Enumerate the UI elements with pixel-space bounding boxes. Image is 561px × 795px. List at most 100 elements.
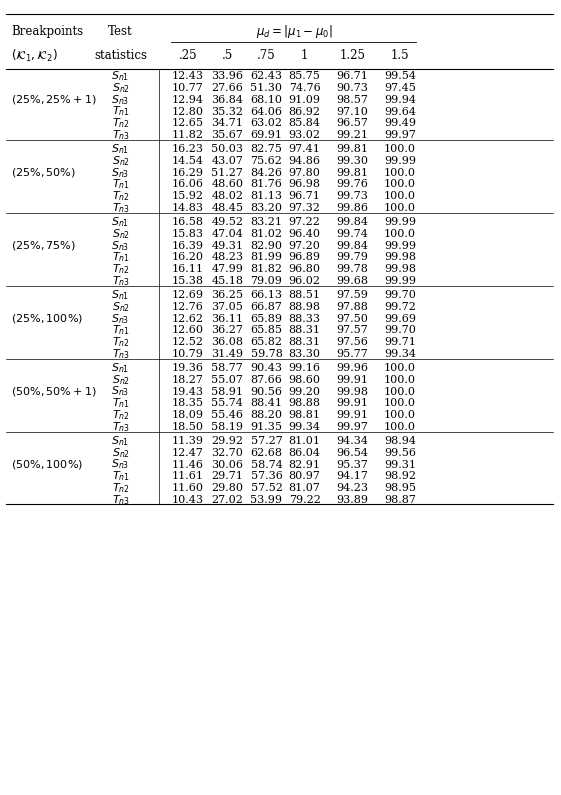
Text: 18.35: 18.35 (172, 398, 204, 409)
Text: $S_{n2}$: $S_{n2}$ (112, 227, 130, 241)
Text: $T_{n2}$: $T_{n2}$ (112, 262, 130, 276)
Text: 97.88: 97.88 (337, 302, 368, 312)
Text: $S_{n3}$: $S_{n3}$ (112, 238, 130, 253)
Text: $(\mathcal{K}_1, \mathcal{K}_2)$: $(\mathcal{K}_1, \mathcal{K}_2)$ (11, 48, 58, 64)
Text: 96.80: 96.80 (288, 264, 321, 274)
Text: 97.20: 97.20 (289, 241, 320, 250)
Text: 81.01: 81.01 (288, 436, 321, 446)
Text: $(25\%, 75\%)$: $(25\%, 75\%)$ (11, 239, 76, 252)
Text: 74.76: 74.76 (289, 83, 320, 93)
Text: 58.91: 58.91 (211, 386, 243, 397)
Text: 12.60: 12.60 (172, 325, 204, 335)
Text: $T_{n3}$: $T_{n3}$ (112, 493, 130, 506)
Text: 81.02: 81.02 (250, 229, 283, 238)
Text: 99.96: 99.96 (336, 363, 369, 373)
Text: 99.91: 99.91 (336, 398, 369, 409)
Text: $S_{n1}$: $S_{n1}$ (112, 142, 130, 156)
Text: 12.80: 12.80 (172, 107, 204, 117)
Text: 94.34: 94.34 (336, 436, 369, 446)
Text: 83.21: 83.21 (250, 217, 283, 227)
Text: 99.91: 99.91 (336, 374, 369, 385)
Text: 99.81: 99.81 (336, 144, 369, 154)
Text: 88.31: 88.31 (288, 337, 321, 347)
Text: 79.22: 79.22 (289, 494, 320, 505)
Text: $S_{n1}$: $S_{n1}$ (112, 434, 130, 448)
Text: 10.77: 10.77 (172, 83, 204, 93)
Text: 36.25: 36.25 (211, 290, 243, 300)
Text: 15.83: 15.83 (172, 229, 204, 238)
Text: 88.33: 88.33 (288, 313, 321, 324)
Text: statistics: statistics (94, 49, 147, 62)
Text: 94.23: 94.23 (336, 483, 369, 493)
Text: 97.80: 97.80 (289, 168, 320, 178)
Text: 99.30: 99.30 (336, 156, 369, 166)
Text: 99.49: 99.49 (384, 118, 416, 128)
Text: $S_{n1}$: $S_{n1}$ (112, 288, 130, 302)
Text: 99.64: 99.64 (384, 107, 416, 117)
Text: 75.62: 75.62 (251, 156, 282, 166)
Text: 99.79: 99.79 (337, 253, 368, 262)
Text: 93.02: 93.02 (288, 130, 321, 140)
Text: 50.03: 50.03 (211, 144, 243, 154)
Text: 31.49: 31.49 (211, 349, 243, 359)
Text: 65.85: 65.85 (250, 325, 283, 335)
Text: 100.0: 100.0 (384, 203, 416, 213)
Text: 98.94: 98.94 (384, 436, 416, 446)
Text: 84.26: 84.26 (250, 168, 283, 178)
Text: 16.11: 16.11 (172, 264, 204, 274)
Text: 27.66: 27.66 (211, 83, 243, 93)
Text: 96.71: 96.71 (289, 192, 320, 201)
Text: 99.98: 99.98 (336, 386, 369, 397)
Text: 12.76: 12.76 (172, 302, 204, 312)
Text: 82.91: 82.91 (288, 460, 321, 470)
Text: 18.09: 18.09 (172, 410, 204, 420)
Text: 97.32: 97.32 (289, 203, 320, 213)
Text: $T_{n1}$: $T_{n1}$ (112, 250, 130, 264)
Text: $S_{n2}$: $S_{n2}$ (112, 154, 130, 168)
Text: 100.0: 100.0 (384, 229, 416, 238)
Text: $S_{n3}$: $S_{n3}$ (112, 458, 130, 471)
Text: 99.34: 99.34 (288, 422, 321, 432)
Text: $\mu_d = |\mu_1 - \mu_0|$: $\mu_d = |\mu_1 - \mu_0|$ (256, 23, 332, 41)
Text: 99.97: 99.97 (337, 422, 368, 432)
Text: 65.89: 65.89 (250, 313, 283, 324)
Text: 98.57: 98.57 (337, 95, 368, 105)
Text: 98.88: 98.88 (288, 398, 321, 409)
Text: 98.95: 98.95 (384, 483, 416, 493)
Text: 99.91: 99.91 (336, 410, 369, 420)
Text: 97.22: 97.22 (289, 217, 320, 227)
Text: $T_{n1}$: $T_{n1}$ (112, 397, 130, 410)
Text: 97.41: 97.41 (289, 144, 320, 154)
Text: 19.43: 19.43 (172, 386, 204, 397)
Text: 99.70: 99.70 (384, 290, 416, 300)
Text: 16.20: 16.20 (172, 253, 204, 262)
Text: 99.71: 99.71 (384, 337, 416, 347)
Text: 90.73: 90.73 (337, 83, 368, 93)
Text: 99.84: 99.84 (336, 241, 369, 250)
Text: 58.74: 58.74 (251, 460, 282, 470)
Text: $S_{n3}$: $S_{n3}$ (112, 166, 130, 180)
Text: 18.27: 18.27 (172, 374, 204, 385)
Text: $T_{n1}$: $T_{n1}$ (112, 469, 130, 483)
Text: 37.05: 37.05 (211, 302, 243, 312)
Text: 16.58: 16.58 (172, 217, 204, 227)
Text: 97.56: 97.56 (337, 337, 368, 347)
Text: 79.09: 79.09 (251, 276, 282, 286)
Text: 35.67: 35.67 (211, 130, 243, 140)
Text: 81.07: 81.07 (289, 483, 320, 493)
Text: 95.37: 95.37 (337, 460, 368, 470)
Text: 66.13: 66.13 (250, 290, 283, 300)
Text: $(25\%, 50\%)$: $(25\%, 50\%)$ (11, 166, 76, 179)
Text: .5: .5 (222, 49, 233, 62)
Text: 29.92: 29.92 (211, 436, 243, 446)
Text: 85.84: 85.84 (288, 118, 321, 128)
Text: 94.17: 94.17 (337, 471, 368, 481)
Text: 98.87: 98.87 (384, 494, 416, 505)
Text: 11.61: 11.61 (172, 471, 204, 481)
Text: 58.77: 58.77 (211, 363, 243, 373)
Text: $S_{n3}$: $S_{n3}$ (112, 93, 130, 107)
Text: 99.99: 99.99 (384, 241, 416, 250)
Text: 100.0: 100.0 (384, 168, 416, 178)
Text: 96.40: 96.40 (288, 229, 321, 238)
Text: 99.98: 99.98 (384, 264, 416, 274)
